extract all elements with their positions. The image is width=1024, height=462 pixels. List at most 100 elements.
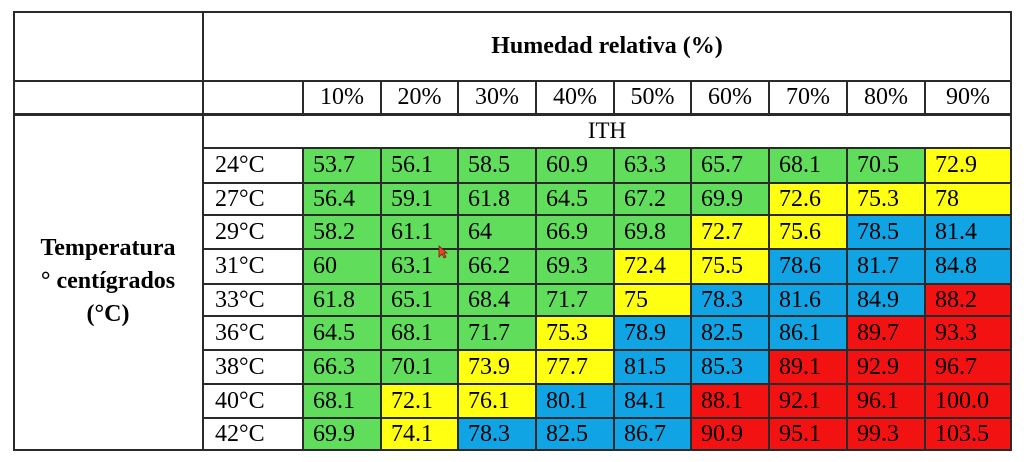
ith-value-cell: 82.5: [691, 316, 769, 350]
grid-line: [535, 147, 537, 451]
temperature-cell: 31°C: [215, 253, 265, 279]
ith-value-cell: 90.9: [691, 418, 769, 451]
grid-line: [203, 417, 1011, 419]
grid-line: [846, 81, 848, 114]
ith-value-cell: 86.7: [614, 418, 691, 451]
mouse-cursor-icon: [438, 245, 448, 259]
ith-value-cell: 103.5: [925, 418, 1011, 451]
ith-value-cell: 93.3: [925, 316, 1011, 350]
ith-value-cell: 65.1: [381, 284, 458, 316]
grid-line: [13, 11, 1012, 13]
temperature-cell: 36°C: [215, 319, 265, 346]
grid-line: [1010, 11, 1012, 451]
grid-line: [202, 11, 204, 451]
grid-line: [846, 147, 848, 451]
temperature-cell: 24°C: [215, 151, 265, 178]
ith-value-cell: 61.8: [458, 183, 536, 215]
temperature-label-line-1: Temperatura: [40, 234, 176, 261]
ith-value-cell: 88.1: [691, 384, 769, 418]
ith-value-cell: 81.4: [925, 215, 1011, 249]
ith-value-cell: 75.5: [691, 249, 769, 284]
ith-value-cell: 95.1: [769, 418, 847, 451]
temperature-cell: 38°C: [215, 353, 265, 380]
grid-line: [14, 80, 1011, 82]
grid-line: [535, 81, 537, 114]
ith-value-cell: 61.1: [381, 215, 458, 249]
ith-value-cell: 64.5: [303, 316, 381, 350]
ith-value-cell: 84.1: [614, 384, 691, 418]
ith-value-cell: 71.7: [536, 284, 614, 316]
ith-value-cell: 68.4: [458, 284, 536, 316]
ith-value-cell: 99.3: [847, 418, 925, 451]
ith-value-cell: 68.1: [381, 316, 458, 350]
ith-value-cell: 56.4: [303, 183, 381, 215]
ith-value-cell: 67.2: [614, 183, 691, 215]
temperature-cell: 33°C: [215, 286, 265, 313]
ith-value-cell: 78: [925, 183, 1011, 215]
humidity-column-header: 30%: [475, 83, 519, 110]
ith-value-cell: 56.1: [381, 147, 458, 183]
grid-line: [302, 81, 304, 114]
ith-value-cell: 88.2: [925, 284, 1011, 316]
ith-value-cell: 96.1: [847, 384, 925, 418]
ith-value-cell: 69.9: [691, 183, 769, 215]
ith-value-cell: 72.1: [381, 384, 458, 418]
ith-value-cell: 72.4: [614, 249, 691, 284]
ith-value-cell: 72.7: [691, 215, 769, 249]
grid-line: [768, 147, 770, 451]
ith-value-cell: 86.1: [769, 316, 847, 350]
grid-line: [924, 147, 926, 451]
temperature-label-line-3: (°C): [86, 300, 130, 327]
grid-line: [203, 214, 1011, 216]
ith-value-cell: 61.8: [303, 284, 381, 316]
ith-value-cell: 89.1: [769, 350, 847, 384]
ith-value-cell: 68.1: [303, 384, 381, 418]
ith-value-cell: 96.7: [925, 350, 1011, 384]
ith-value-cell: 78.9: [614, 316, 691, 350]
ith-value-cell: 69.3: [536, 249, 614, 284]
temperature-cell: 27°C: [215, 185, 265, 212]
ith-value-cell: 81.6: [769, 284, 847, 316]
grid-line: [690, 81, 692, 114]
ith-value-cell: 80.1: [536, 384, 614, 418]
grid-line: [203, 315, 1011, 317]
ith-value-cell: 64.5: [536, 183, 614, 215]
humidity-column-header: 20%: [397, 83, 442, 110]
grid-line: [690, 147, 692, 451]
grid-line: [380, 81, 382, 114]
ith-value-cell: 92.9: [847, 350, 925, 384]
humidity-column-header: 50%: [630, 83, 675, 110]
ith-value-cell: 66.9: [536, 215, 614, 249]
grid-line: [203, 283, 1011, 285]
temperature-cell: 29°C: [215, 218, 265, 245]
humidity-column-header: 10%: [320, 83, 364, 110]
ith-value-cell: 69.9: [303, 418, 381, 451]
humidity-header-title: Humedad relativa (%): [491, 32, 723, 59]
ith-value-cell: 63.3: [614, 147, 691, 183]
ith-value-cell: 72.9: [925, 147, 1011, 183]
grid-line: [924, 81, 926, 114]
ith-value-cell: 71.7: [458, 316, 536, 350]
ith-value-cell: 74.1: [381, 418, 458, 451]
grid-line: [13, 11, 15, 451]
humidity-column-header: 90%: [946, 83, 990, 110]
grid-line: [203, 147, 1011, 149]
ith-value-cell: 60.9: [536, 147, 614, 183]
ith-value-cell: 70.1: [381, 350, 458, 384]
humidity-column-header: 70%: [786, 83, 830, 110]
ith-value-cell: 68.1: [769, 147, 847, 183]
temperature-label-line-2: ° centígrados: [40, 267, 176, 294]
grid-line: [768, 81, 770, 114]
ith-value-cell: 58.2: [303, 215, 381, 249]
ith-value-cell: 76.1: [458, 384, 536, 418]
humidity-column-header: 40%: [553, 83, 597, 110]
ith-value-cell: 84.8: [925, 249, 1011, 284]
ith-value-cell: 78.3: [458, 418, 536, 451]
grid-line: [380, 147, 382, 451]
ith-value-cell: 81.7: [847, 249, 925, 284]
ith-value-cell: 75: [614, 284, 691, 316]
grid-line: [457, 81, 459, 114]
ith-value-cell: 81.5: [614, 350, 691, 384]
grid-line: [203, 248, 1011, 250]
